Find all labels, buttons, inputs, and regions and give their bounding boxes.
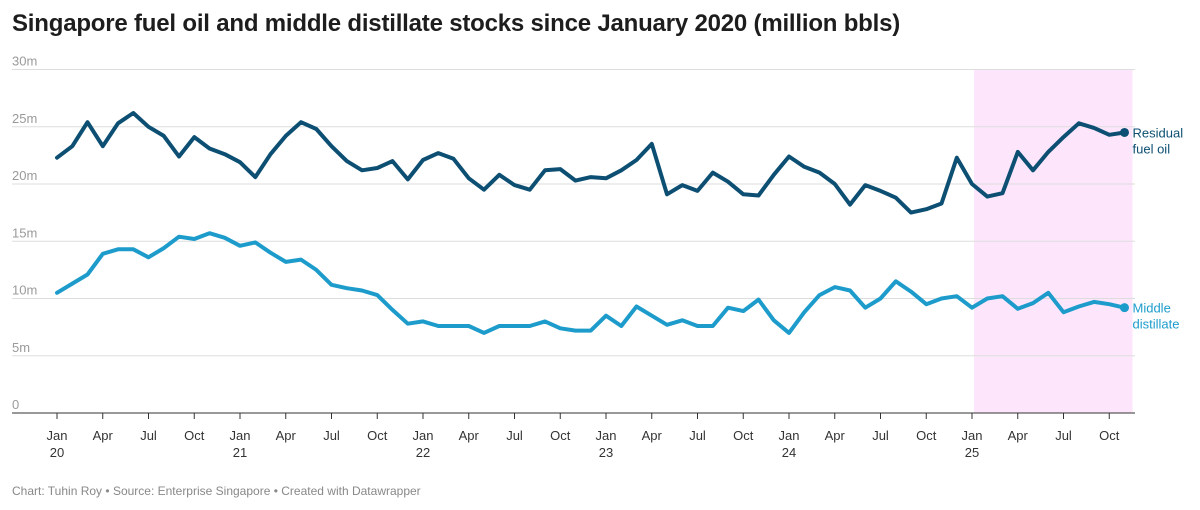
x-tick-label: Jul	[140, 428, 157, 443]
chart-footer: Chart: Tuhin Roy • Source: Enterprise Si…	[12, 484, 421, 498]
x-tick-label: Jan	[779, 428, 800, 443]
residual-fuel-oil-label: Residual	[1133, 125, 1184, 140]
x-tick-year-label: 22	[416, 445, 430, 460]
x-tick-label: Jul	[323, 428, 340, 443]
footer-separator: •	[273, 484, 282, 498]
x-tick-label: Oct	[550, 428, 571, 443]
x-tick-label: Jul	[1055, 428, 1072, 443]
x-tick-label: Jan	[47, 428, 68, 443]
x-tick-label: Apr	[1008, 428, 1029, 443]
footer-author: Chart: Tuhin Roy	[12, 484, 103, 498]
grid-layer: 0 5m 10m 15m 20m 25m 30m	[12, 54, 1135, 412]
chart-title: Singapore fuel oil and middle distillate…	[12, 10, 901, 37]
x-tick-label: Jul	[872, 428, 889, 443]
x-tick-label: Jan	[413, 428, 434, 443]
y-tick-label: 10m	[12, 283, 37, 298]
x-tick-label: Apr	[825, 428, 846, 443]
x-tick-label: Oct	[916, 428, 937, 443]
x-tick-year-label: 25	[965, 445, 979, 460]
y-tick-label: 5m	[12, 340, 30, 355]
residual-fuel-oil-label: fuel oil	[1133, 141, 1171, 156]
x-tick-label: Jul	[689, 428, 706, 443]
y-tick-label: 25m	[12, 111, 37, 126]
line-chart: 0 5m 10m 15m 20m 25m 30m Jan 20 Apr Jul Oct Jan 21 Ap…	[12, 54, 1184, 460]
x-tick-label: Oct	[184, 428, 205, 443]
y-tick-label: 15m	[12, 225, 37, 240]
residual-fuel-oil-end-marker	[1120, 127, 1129, 137]
middle-distillate-label: distillate	[1133, 317, 1180, 332]
y-tick-label: 30m	[12, 54, 37, 69]
y-tick-label: 20m	[12, 168, 37, 183]
x-tick-label: Oct	[733, 428, 754, 443]
middle-distillate-line	[55, 231, 1127, 335]
x-tick-year-label: 24	[782, 445, 796, 460]
x-tick-label: Jan	[962, 428, 983, 443]
x-axis: Jan 20 Apr Jul Oct Jan 21 Apr Jul Oct Jan 22 Apr Jul O…	[12, 412, 1135, 460]
x-tick-label: Oct	[367, 428, 388, 443]
footer-separator: •	[105, 484, 113, 498]
x-tick-label: Apr	[93, 428, 114, 443]
middle-distillate-end-marker	[1120, 303, 1129, 313]
x-tick-label: Jan	[596, 428, 617, 443]
y-tick-label: 0	[12, 397, 19, 412]
middle-distillate-label: Middle	[1133, 301, 1171, 316]
x-tick-label: Jan	[230, 428, 251, 443]
residual-fuel-oil-line	[55, 111, 1127, 215]
x-tick-year-label: 20	[50, 445, 64, 460]
x-tick-year-label: 23	[599, 445, 613, 460]
x-tick-year-label: 21	[233, 445, 247, 460]
x-tick-label: Apr	[642, 428, 663, 443]
x-tick-label: Apr	[276, 428, 297, 443]
x-tick-label: Apr	[459, 428, 480, 443]
x-tick-label: Oct	[1099, 428, 1120, 443]
footer-source: Source: Enterprise Singapore	[112, 484, 271, 498]
footer-credit: Created with Datawrapper	[281, 484, 421, 498]
x-tick-label: Jul	[506, 428, 523, 443]
